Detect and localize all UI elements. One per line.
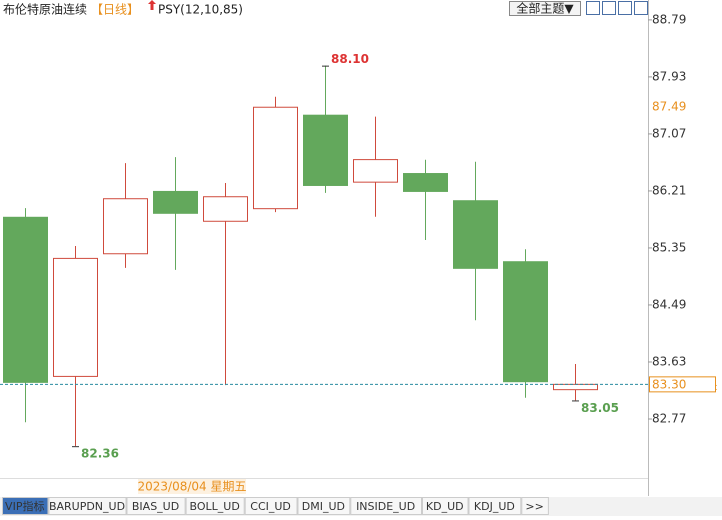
indicator-icon — [148, 0, 156, 10]
y-tick-label: 82.77 — [652, 411, 686, 425]
theme-button-label[interactable]: 全部主题▼ — [516, 1, 574, 16]
tab[interactable] — [244, 497, 298, 515]
y-tick-label: 87.93 — [652, 69, 686, 83]
candle-body — [403, 173, 448, 192]
candle-body — [553, 383, 598, 391]
y-tick-label: 84.49 — [652, 297, 686, 311]
candle-body — [203, 196, 248, 222]
theme-button[interactable] — [509, 1, 581, 16]
tab-group: VIP指标 BARUPDN_UD BIAS_UD BOLL_UD CCI_UD DMI_U… — [2, 497, 549, 515]
tab[interactable] — [48, 497, 127, 515]
tool-button[interactable] — [634, 1, 648, 15]
extreme-label: 82.36 — [81, 447, 119, 461]
tab-label[interactable]: INSIDE_UD — [356, 500, 415, 513]
tab[interactable] — [126, 497, 186, 515]
tab[interactable] — [521, 497, 549, 515]
period-label: 【日线】 — [91, 3, 139, 17]
tab-label[interactable]: CCI_UD — [250, 500, 291, 513]
candle-body — [103, 198, 148, 255]
candle-body — [503, 261, 548, 383]
tab-label[interactable]: BIAS_UD — [132, 500, 179, 513]
tab[interactable] — [468, 497, 522, 515]
tab-label[interactable]: BOLL_UD — [190, 500, 240, 513]
tab[interactable] — [2, 497, 49, 515]
toolbar — [586, 1, 648, 15]
tab[interactable] — [185, 497, 245, 515]
y-tick-label: 85.35 — [652, 240, 686, 254]
tool-button[interactable] — [602, 1, 616, 15]
tab[interactable] — [350, 497, 422, 515]
last-price-box — [649, 376, 716, 393]
tab[interactable] — [297, 497, 351, 515]
y-tick-label: 87.07 — [652, 126, 686, 140]
tool-button[interactable] — [586, 1, 600, 15]
tab[interactable] — [422, 497, 469, 515]
last-price-label: 83.30 — [652, 377, 686, 391]
tab-label[interactable]: >> — [525, 500, 543, 513]
tool-button[interactable] — [618, 1, 632, 15]
crosshair-date-box — [138, 479, 246, 494]
indicator-label: PSY(12,10,85) — [158, 3, 243, 17]
tab-label[interactable]: BARUPDN_UD — [49, 500, 125, 513]
crosshair-price: 87.49 — [652, 100, 686, 114]
y-tick-label: 86.21 — [652, 183, 686, 197]
candle-body — [153, 190, 198, 214]
extreme-label: 88.10 — [331, 52, 369, 66]
candle-body — [353, 159, 398, 183]
y-tick-label: 83.63 — [652, 354, 686, 368]
candle-body — [453, 200, 498, 269]
instrument-title: 布伦特原油连续 — [3, 2, 87, 17]
crosshair-date: 2023/08/04 星期五 — [138, 480, 247, 494]
candle-body — [253, 106, 298, 210]
candle-body — [3, 216, 48, 383]
tab-label[interactable]: VIP指标 — [5, 499, 44, 513]
candle-body — [53, 257, 98, 377]
tab-label[interactable]: DMI_UD — [302, 500, 345, 513]
tab-label[interactable]: KD_UD — [426, 500, 464, 513]
tab-label[interactable]: KDJ_UD — [474, 500, 515, 513]
crosshair-marker — [649, 99, 715, 115]
y-tick-label: 88.79 — [652, 12, 686, 26]
extreme-label: 83.05 — [581, 401, 619, 415]
candle-body — [303, 114, 348, 186]
